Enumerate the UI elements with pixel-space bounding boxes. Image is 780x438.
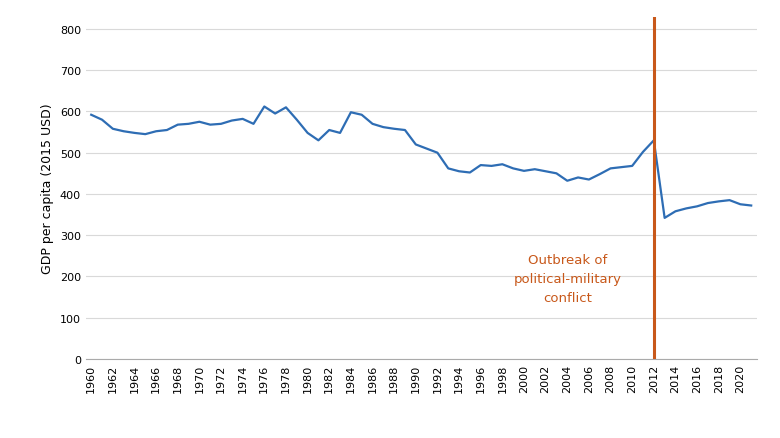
Text: Outbreak of
political-military
conflict: Outbreak of political-military conflict	[513, 254, 621, 304]
Y-axis label: GDP per capita (2015 USD): GDP per capita (2015 USD)	[41, 103, 55, 273]
